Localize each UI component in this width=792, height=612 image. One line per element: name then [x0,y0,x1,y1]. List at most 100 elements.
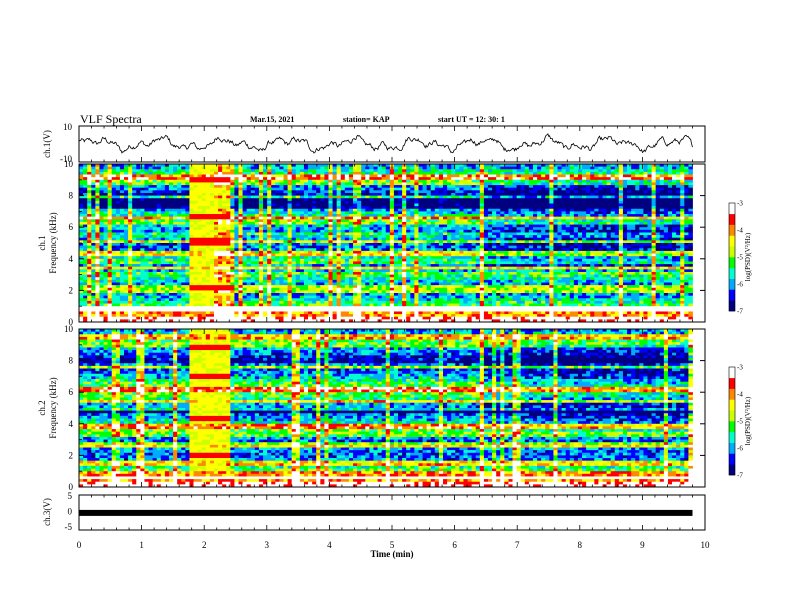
spectrogram-cell [590,172,594,175]
spectrogram-cell [472,185,476,188]
spectrogram-cell [603,198,607,201]
spectrogram-cell [185,175,189,178]
spectrogram-cell [664,167,668,170]
spectrogram-cell [361,217,365,220]
spectrogram-cell [349,198,353,201]
spectrogram-cell [267,185,271,188]
spectrogram-cell [333,204,337,207]
spectrogram-cell [177,196,181,199]
spectrogram-cell [194,214,198,217]
spectrogram-cell [177,182,181,185]
spectrogram-cell [390,177,394,180]
spectrogram-cell [402,214,406,217]
spectrogram-cell [676,182,680,185]
spectrogram-cell [365,172,369,175]
spectrogram-cell [410,188,414,191]
spectrogram-cell [108,169,112,172]
spectrogram-cell [194,190,198,193]
spectrogram-cell [222,167,226,170]
spectrogram-cell [623,175,627,178]
spectrogram-cell [537,180,541,183]
spectrogram-cell [275,190,279,193]
spectrogram-cell [545,201,549,204]
spectrogram-cell [607,182,611,185]
spectrogram-cell [639,188,643,191]
spectrogram-cell [283,206,287,209]
spectrogram-cell [553,209,557,212]
spectrogram-cell [373,172,377,175]
spectrogram-cell [91,172,95,175]
spectrogram-cell [664,204,668,207]
spectrogram-cell [484,172,488,175]
spectrogram-cell [508,185,512,188]
spectrogram-cell [418,182,422,185]
spectrogram-cell [361,190,365,193]
spectrogram-cell [549,172,553,175]
spectrogram-cell [484,177,488,180]
spectrogram-cell [525,175,529,178]
spectrogram-cell [312,214,316,217]
spectrogram-cell [431,175,435,178]
spectrogram-cell [443,190,447,193]
spectrogram-cell [656,185,660,188]
spectrogram-cell [423,201,427,204]
spectrogram-cell [488,177,492,180]
spectrogram-cell [189,180,193,183]
spectrogram-cell [316,201,320,204]
spectrogram-cell [676,201,680,204]
spectrogram-cell [353,169,357,172]
spectrogram-cell [439,180,443,183]
spectrogram-cell [635,175,639,178]
spectrogram-cell [328,209,332,212]
spectrogram-cell [545,177,549,180]
spectrogram-cell [386,209,390,212]
spectrogram-cell [418,172,422,175]
spectrogram-cell [198,169,202,172]
spectrogram-cell [324,169,328,172]
spectrogram-cell [292,214,296,217]
spectrogram-cell [439,204,443,207]
spectrogram-cell [79,188,83,191]
spectrogram-cell [108,193,112,196]
spectrogram-cell [239,175,243,178]
spectrogram-cell [594,190,598,193]
spectrogram-cell [525,217,529,220]
spectrogram-cell [267,172,271,175]
spectrogram-cell [79,182,83,185]
spectrogram-cell [91,175,95,178]
spectrogram-cell [316,190,320,193]
spectrogram-cell [271,196,275,199]
spectrogram-cell [660,190,664,193]
spectrogram-cell [406,167,410,170]
spectrogram-cell [140,211,144,214]
spectrogram-cell [316,198,320,201]
spectrogram-cell [418,204,422,207]
spectrogram-cell [406,209,410,212]
spectrogram-cell [664,182,668,185]
spectrogram-cell [500,185,504,188]
spectrogram-cell [414,182,418,185]
spectrogram-cell [541,217,545,220]
spectrogram-cell [230,193,234,196]
spectrogram-cell [345,182,349,185]
spectrogram-cell [619,167,623,170]
spectrogram-cell [423,180,427,183]
spectrogram-cell [508,180,512,183]
spectrogram-cell [590,206,594,209]
spectrogram-cell [161,190,165,193]
spectrogram-cell [373,177,377,180]
spectrogram-cell [218,217,222,220]
spectrogram-cell [664,211,668,214]
spectrogram-cell [361,169,365,172]
spectrogram-cell [251,204,255,207]
spectrogram-cell [418,214,422,217]
spectrogram-cell [288,204,292,207]
spectrogram-cell [108,211,112,214]
spectrogram-cell [275,209,279,212]
spectrogram-cell [128,180,132,183]
spectrogram-cell [320,188,324,191]
spectrogram-cell [558,182,562,185]
spectrogram-cell [214,188,218,191]
spectrogram-cell [406,185,410,188]
spectrogram-cell [333,211,337,214]
